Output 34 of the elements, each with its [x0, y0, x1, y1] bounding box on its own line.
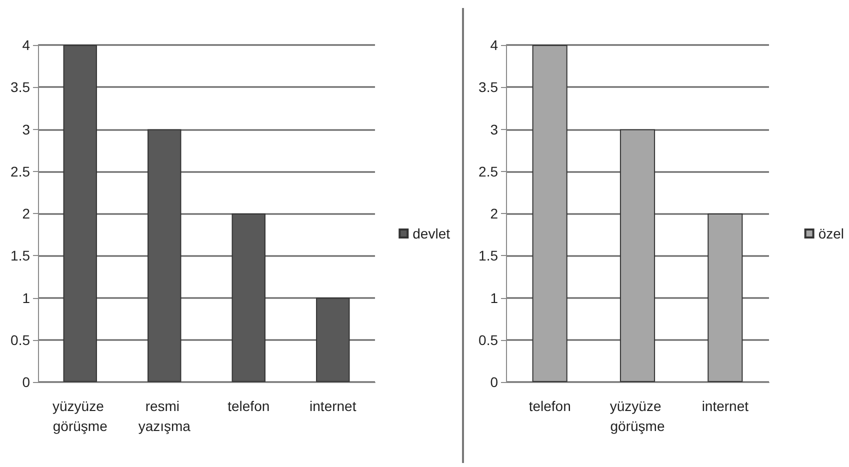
- y-tick-label: 2.5: [478, 163, 498, 180]
- y-tick-label: 3: [22, 121, 30, 138]
- bar: [63, 45, 97, 382]
- bar: [708, 214, 743, 382]
- y-tick-label: 1.5: [478, 248, 498, 264]
- y-tick-label: 1: [22, 290, 30, 306]
- y-tick-label: 2: [490, 206, 498, 222]
- y-tick-label: 3.5: [10, 79, 30, 96]
- bar: [232, 214, 266, 382]
- bar: [620, 129, 656, 382]
- legend-label: devlet: [412, 226, 450, 242]
- y-tick-label: 0.5: [10, 332, 30, 348]
- y-tick-label: 3: [490, 121, 498, 138]
- x-tick-label: internet: [702, 398, 749, 414]
- y-tick-label: 0.5: [478, 332, 498, 348]
- y-tick-label: 1.5: [10, 248, 30, 264]
- y-tick-label: 4: [490, 37, 498, 53]
- y-tick-label: 0: [490, 374, 498, 390]
- x-tick-label: yüzyüze görüşme: [610, 398, 666, 434]
- y-tick-label: 0: [22, 374, 30, 390]
- legend-label: özel: [818, 226, 844, 242]
- x-tick-label: resmi yazışma: [138, 398, 191, 434]
- y-tick-label: 1: [490, 290, 498, 306]
- y-tick-label: 2.5: [10, 163, 30, 180]
- bar: [148, 129, 182, 382]
- y-tick-label: 3.5: [478, 79, 498, 96]
- x-tick-label: internet: [310, 398, 356, 414]
- x-tick-label: telefon: [528, 398, 571, 414]
- x-tick-label: telefon: [228, 398, 270, 414]
- y-tick-label: 4: [22, 37, 30, 53]
- bar: [316, 298, 350, 382]
- y-tick-label: 2: [22, 206, 30, 222]
- x-tick-label: yüzyüze görüşme: [52, 398, 108, 434]
- bar: [532, 45, 568, 382]
